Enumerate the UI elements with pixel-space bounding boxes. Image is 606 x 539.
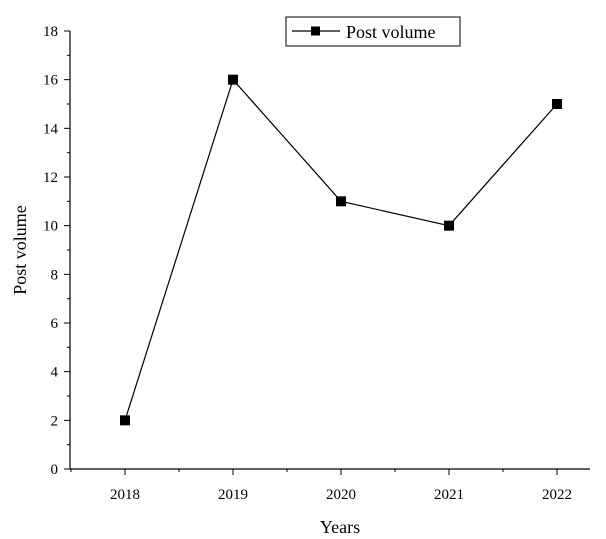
x-tick-label: 2020 (326, 487, 356, 503)
data-point (120, 415, 130, 426)
y-tick-label: 12 (43, 170, 58, 186)
x-tick-label: 2019 (218, 487, 248, 503)
legend: Post volume (285, 16, 461, 47)
y-tick-label: 4 (51, 365, 59, 381)
legend-label: Post volume (346, 22, 436, 42)
x-tick-group: 2018 2019 2020 2021 2022 (70, 469, 572, 503)
series-layer (120, 74, 562, 426)
series-line (124, 78, 558, 421)
x-tick-label: 2018 (110, 487, 140, 503)
y-tick-label: 2 (51, 413, 59, 429)
data-point (336, 196, 346, 207)
y-tick-label: 14 (43, 121, 59, 137)
y-tick-label: 18 (43, 24, 58, 40)
x-tick-label: 2022 (542, 487, 572, 503)
data-point (228, 74, 238, 85)
y-tick-label: 10 (43, 219, 58, 235)
data-point (552, 99, 562, 109)
legend-marker (311, 26, 320, 36)
y-tick-label: 8 (51, 267, 59, 283)
x-axis-title: Years (320, 517, 360, 537)
y-tick-group: 0 2 4 6 8 10 12 14 16 18 (43, 24, 70, 478)
y-tick-label: 0 (51, 462, 59, 478)
y-tick-label: 6 (51, 316, 59, 332)
axes (69, 31, 590, 470)
x-tick-label: 2021 (434, 487, 464, 503)
y-tick-label: 16 (43, 73, 59, 89)
plot-frame (70, 31, 606, 469)
y-axis-title: Post volume (10, 205, 30, 295)
data-point (444, 220, 454, 231)
